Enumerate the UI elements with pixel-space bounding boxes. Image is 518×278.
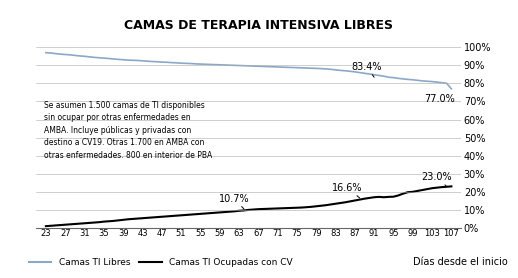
Text: 77.0%: 77.0% <box>424 94 455 104</box>
Camas TI Ocupadas con CV <box>183 213 189 217</box>
Camas TI Libres <box>164 61 170 64</box>
Text: 83.4%: 83.4% <box>352 62 382 77</box>
Text: 23.0%: 23.0% <box>422 172 452 186</box>
Camas TI Libres <box>43 51 49 54</box>
Camas TI Libres <box>183 62 189 65</box>
Camas TI Libres <box>168 61 175 64</box>
Camas TI Ocupadas con CV <box>110 219 117 223</box>
Text: Se asumen 1.500 camas de TI disponibles
sin ocupar por otras enfermedades en
AMB: Se asumen 1.500 camas de TI disponibles … <box>44 101 212 160</box>
Camas TI Ocupadas con CV <box>246 208 252 212</box>
Camas TI Libres <box>246 64 252 68</box>
Camas TI Ocupadas con CV <box>448 185 454 188</box>
Camas TI Ocupadas con CV <box>424 187 430 191</box>
Text: 10.7%: 10.7% <box>219 194 250 209</box>
Camas TI Libres <box>110 57 117 61</box>
Camas TI Ocupadas con CV <box>43 225 49 228</box>
Camas TI Libres <box>424 80 430 83</box>
Camas TI Ocupadas con CV <box>164 215 170 218</box>
Text: Días desde el inicio: Días desde el inicio <box>413 257 508 267</box>
Text: 16.6%: 16.6% <box>333 183 363 198</box>
Legend: Camas TI Libres, Camas TI Ocupadas con CV: Camas TI Libres, Camas TI Ocupadas con C… <box>25 254 296 271</box>
Line: Camas TI Ocupadas con CV: Camas TI Ocupadas con CV <box>46 186 451 226</box>
Line: Camas TI Libres: Camas TI Libres <box>46 53 451 89</box>
Camas TI Ocupadas con CV <box>168 214 175 218</box>
Text: CAMAS DE TERAPIA INTENSIVA LIBRES: CAMAS DE TERAPIA INTENSIVA LIBRES <box>124 19 394 33</box>
Camas TI Libres <box>448 87 454 91</box>
